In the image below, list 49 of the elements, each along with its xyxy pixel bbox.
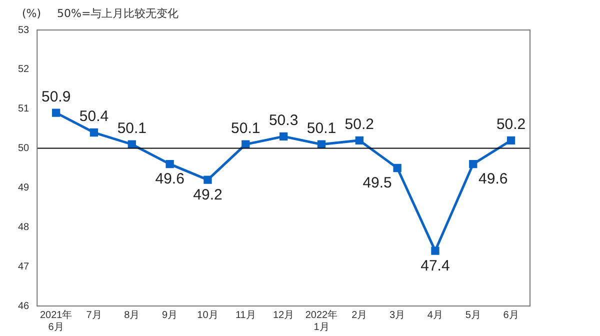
data-label: 49.5 [362,174,392,192]
data-label: 49.2 [193,186,222,204]
x-tick-label: 6月 [503,310,519,321]
point [469,160,478,168]
data-label: 50.2 [496,116,526,134]
point [355,136,364,144]
x-tick-label: 2022年 1月 [305,308,338,333]
y-tick-label: 52 [18,64,30,76]
y-tick-label: 50 [18,143,30,154]
y-tick-label: 53 [18,24,30,36]
point [166,160,174,168]
point [52,108,60,117]
x-tick-label: 11月 [235,310,256,321]
data-label: 50.9 [41,88,71,106]
data-label: 50.2 [344,116,374,134]
y-tick-label: 49 [18,182,30,194]
point [204,176,212,184]
y-tick-label: 47 [18,261,30,272]
data-label: 50.1 [306,120,336,137]
point [279,132,288,141]
point [431,246,440,255]
x-tick-label: 3月 [390,310,406,321]
x-tick-label: 7月 [86,310,102,321]
x-tick-label: 5月 [465,310,481,321]
x-tick-label: 2月 [352,310,368,321]
point [90,128,98,137]
y-tick-label: 48 [18,222,30,233]
x-tick-label: 8月 [124,310,140,321]
y-axis-title: (%) [22,7,42,20]
point [128,140,136,148]
point [317,140,326,148]
data-label: 47.4 [420,257,450,274]
x-tick-label: 9月 [162,310,178,321]
data-label: 50.1 [231,120,260,137]
data-label: 49.6 [478,170,508,188]
point [506,136,516,144]
text: 50%=与上月比较无变化 [57,7,179,20]
x-tick-label: 4月 [427,310,443,321]
point [242,140,250,148]
x-tick-label: 2021年 6月 [40,308,72,333]
y-tick-label: 51 [18,104,30,115]
data-label: 50.1 [117,120,147,137]
y-tick-label: 46 [18,300,30,312]
data-label: 50.4 [79,108,109,126]
x-tick-label: 10月 [197,310,218,321]
data-label: 50.3 [268,112,298,130]
data-label: 49.6 [155,170,184,188]
x-tick-label: 12月 [273,310,294,321]
point [393,164,402,172]
